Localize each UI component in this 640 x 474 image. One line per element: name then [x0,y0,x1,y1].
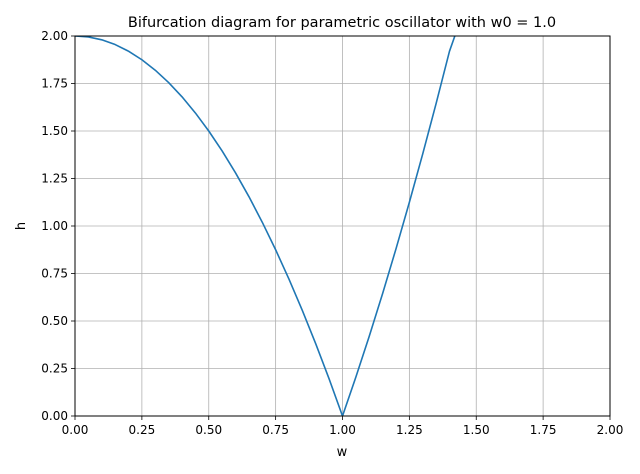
y-tick-label: 0.00 [41,409,68,423]
y-tick-label: 1.00 [41,219,68,233]
y-tick-label: 2.00 [41,29,68,43]
x-axis-label: w [337,445,348,460]
x-tick-label: 0.75 [262,423,289,437]
series-layer [75,36,456,416]
y-tick-label: 1.50 [41,124,68,138]
series-line [75,36,456,416]
x-tick-label: 0.25 [129,423,156,437]
tick-layer: 0.00 0.25 0.50 0.75 1.00 1.25 1.50 1.75 2.00 0.00… [41,29,623,437]
y-tick-label: 0.75 [41,267,68,281]
x-tick-label: 1.75 [530,423,557,437]
y-tick-label: 1.75 [41,77,68,91]
x-tick-label: 0.00 [62,423,89,437]
chart-title: Bifurcation diagram for parametric oscil… [128,15,556,31]
x-tick-label: 1.50 [463,423,490,437]
x-tick-label: 2.00 [597,423,624,437]
x-tick-label: 0.50 [195,423,222,437]
y-tick-label: 0.50 [41,314,68,328]
x-tick-label: 1.00 [329,423,356,437]
y-axis-label: h [14,222,29,230]
grid [74,35,611,417]
y-tick-label: 1.25 [41,172,68,186]
y-tick-label: 0.25 [41,362,68,376]
x-tick-label: 1.25 [396,423,423,437]
